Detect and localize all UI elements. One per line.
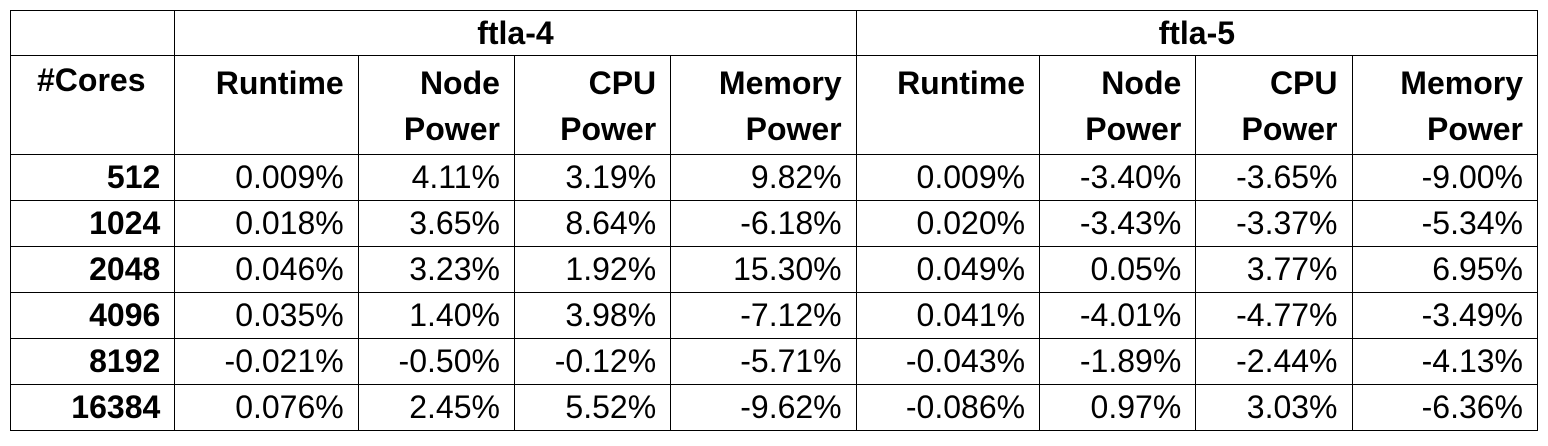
group-header-ftla5: ftla-5 [855,10,1539,56]
ftla4-cpu-power-cell: 5.52% [513,384,672,431]
corner-cell [9,10,176,56]
ftla5-node-power-cell: -3.40% [1039,154,1197,201]
ftla5-memory-power-cell: -9.00% [1351,154,1538,201]
ftla5-cpu-power-cell: -3.37% [1195,200,1353,247]
ftla5-node-power-cell: -1.89% [1039,338,1197,385]
ftla4-runtime-cell: 0.076% [174,384,359,431]
ftla4-memory-power-cell: 15.30% [670,246,857,293]
ftla4-memory-power-cell: 9.82% [670,154,857,201]
ftla4-node-power-header: Node Power [357,55,515,155]
ftla5-memory-power-cell: 6.95% [1351,246,1538,293]
ftla4-runtime-cell: 0.009% [174,154,359,201]
ftla4-memory-power-cell: -7.12% [670,292,857,339]
ftla4-memory-power-cell: -5.71% [670,338,857,385]
ftla5-memory-power-cell: -4.13% [1351,338,1538,385]
cores-cell: 16384 [9,384,176,431]
ftla5-memory-power-cell: -3.49% [1351,292,1538,339]
ftla5-node-power-cell: -4.01% [1039,292,1197,339]
cores-cell: 2048 [9,246,176,293]
ftla5-cpu-power-header: CPU Power [1195,55,1353,155]
ftla5-runtime-cell: 0.049% [855,246,1041,293]
ftla4-cpu-power-header: CPU Power [513,55,672,155]
table-row: 4096 0.035% 1.40% 3.98% -7.12% 0.041% -4… [9,292,1538,339]
ftla5-node-power-header: Node Power [1039,55,1197,155]
ftla4-runtime-cell: 0.046% [174,246,359,293]
cores-cell: 4096 [9,292,176,339]
ftla4-node-power-cell: 3.23% [357,246,515,293]
cores-cell: 1024 [9,200,176,247]
ftla4-cpu-power-cell: 3.19% [513,154,672,201]
ftla4-memory-power-cell: -9.62% [670,384,857,431]
ftla5-node-power-cell: -3.43% [1039,200,1197,247]
ftla4-node-power-cell: 2.45% [357,384,515,431]
ftla4-node-power-cell: 4.11% [357,154,515,201]
table-row: 1024 0.018% 3.65% 8.64% -6.18% 0.020% -3… [9,200,1538,247]
column-header-row: #Cores Runtime Node Power CPU Power Memory… [9,55,1538,155]
ftla5-cpu-power-cell: -2.44% [1195,338,1353,385]
results-table: ftla-4 ftla-5 #Cores Runtime Node Power C… [9,10,1539,431]
ftla5-cpu-power-cell: -3.65% [1195,154,1353,201]
ftla4-cpu-power-cell: 1.92% [513,246,672,293]
ftla5-cpu-power-cell: -4.77% [1195,292,1353,339]
ftla5-runtime-header: Runtime [855,55,1041,155]
ftla4-runtime-header: Runtime [174,55,359,155]
ftla5-cpu-power-cell: 3.77% [1195,246,1353,293]
table-row: 16384 0.076% 2.45% 5.52% -9.62% -0.086% … [9,384,1538,431]
ftla5-runtime-cell: 0.009% [855,154,1041,201]
ftla4-memory-power-header: Memory Power [670,55,857,155]
ftla4-memory-power-cell: -6.18% [670,200,857,247]
ftla5-runtime-cell: 0.041% [855,292,1041,339]
table-row: 2048 0.046% 3.23% 1.92% 15.30% 0.049% 0.… [9,246,1538,293]
ftla4-node-power-cell: -0.50% [357,338,515,385]
ftla4-cpu-power-cell: -0.12% [513,338,672,385]
ftla4-cpu-power-cell: 3.98% [513,292,672,339]
ftla4-node-power-cell: 1.40% [357,292,515,339]
group-header-row: ftla-4 ftla-5 [9,10,1539,56]
table-row: 8192 -0.021% -0.50% -0.12% -5.71% -0.043… [9,338,1538,385]
cores-cell: 8192 [9,338,176,385]
cores-header: #Cores [9,55,176,155]
ftla4-cpu-power-cell: 8.64% [513,200,672,247]
ftla4-node-power-cell: 3.65% [357,200,515,247]
ftla4-runtime-cell: -0.021% [174,338,359,385]
cores-cell: 512 [9,154,176,201]
ftla4-runtime-cell: 0.018% [174,200,359,247]
ftla4-runtime-cell: 0.035% [174,292,359,339]
ftla5-node-power-cell: 0.97% [1039,384,1197,431]
ftla5-memory-power-cell: -5.34% [1351,200,1538,247]
ftla5-memory-power-header: Memory Power [1351,55,1538,155]
ftla5-node-power-cell: 0.05% [1039,246,1197,293]
ftla5-memory-power-cell: -6.36% [1351,384,1538,431]
group-header-ftla4: ftla-4 [174,10,857,56]
ftla5-runtime-cell: 0.020% [855,200,1041,247]
ftla5-runtime-cell: -0.043% [855,338,1041,385]
ftla5-cpu-power-cell: 3.03% [1195,384,1353,431]
table-row: 512 0.009% 4.11% 3.19% 9.82% 0.009% -3.4… [9,154,1538,201]
ftla5-runtime-cell: -0.086% [855,384,1041,431]
